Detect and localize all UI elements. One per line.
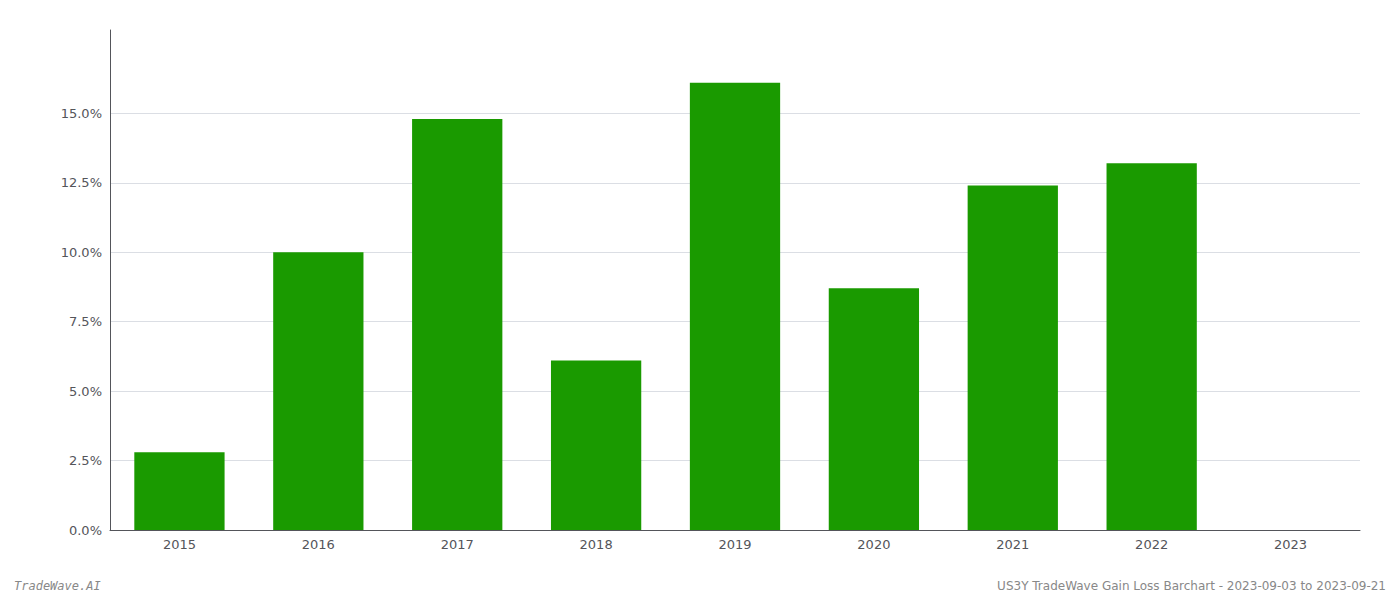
svg-text:2017: 2017 [441, 537, 474, 552]
svg-text:2022: 2022 [1135, 537, 1168, 552]
svg-text:2023: 2023 [1274, 537, 1307, 552]
svg-text:2015: 2015 [163, 537, 196, 552]
svg-text:15.0%: 15.0% [61, 106, 102, 121]
svg-text:2016: 2016 [302, 537, 335, 552]
svg-text:5.0%: 5.0% [69, 384, 102, 399]
svg-text:2.5%: 2.5% [69, 453, 102, 468]
svg-text:2019: 2019 [718, 537, 751, 552]
svg-text:10.0%: 10.0% [61, 245, 102, 260]
svg-text:US3Y TradeWave Gain Loss Barch: US3Y TradeWave Gain Loss Barchart - 2023… [997, 579, 1386, 593]
svg-text:0.0%: 0.0% [69, 523, 102, 538]
svg-text:12.5%: 12.5% [61, 175, 102, 190]
svg-text:TradeWave.AI: TradeWave.AI [14, 579, 101, 593]
svg-text:7.5%: 7.5% [69, 314, 102, 329]
svg-text:2021: 2021 [996, 537, 1029, 552]
svg-text:2018: 2018 [580, 537, 613, 552]
svg-text:2020: 2020 [857, 537, 890, 552]
